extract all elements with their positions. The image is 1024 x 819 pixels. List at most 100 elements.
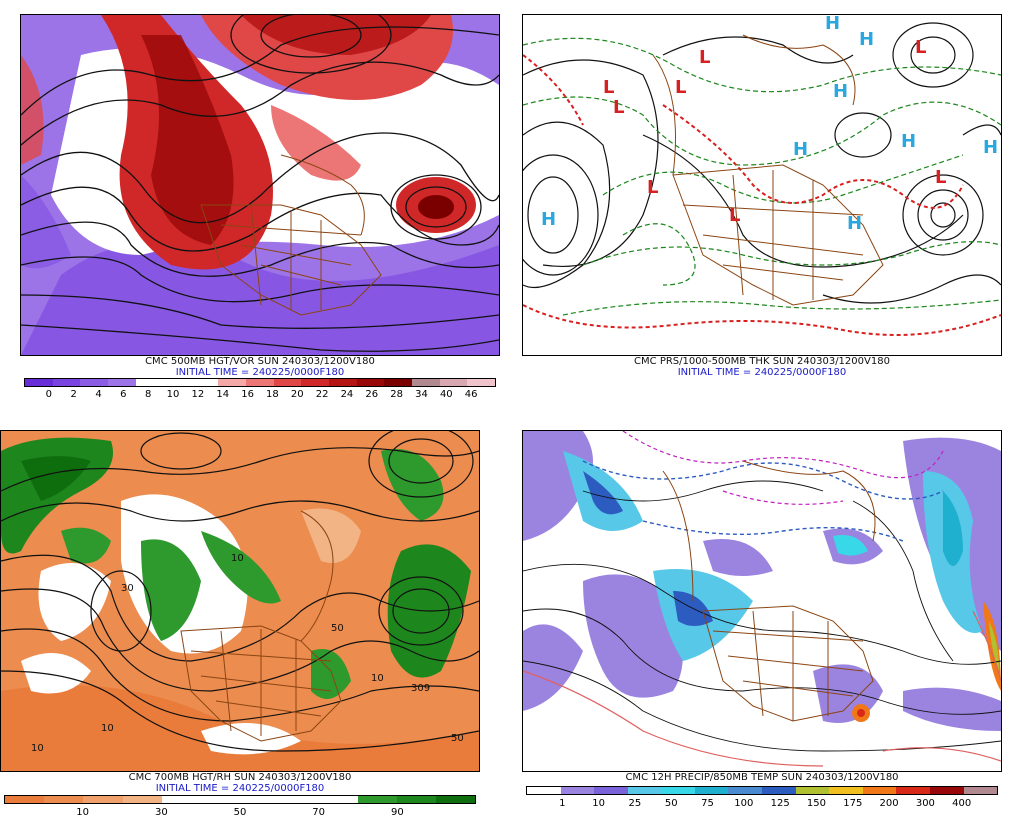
colorbar-tick-label: 22 <box>315 389 329 400</box>
contour-label: 10 <box>31 743 44 754</box>
svg-text:H: H <box>825 15 840 34</box>
contour-label: 10 <box>371 673 384 684</box>
colorbar-swatch <box>467 379 495 386</box>
colorbar-swatch <box>560 787 595 794</box>
panel-700mb-rh: 10 10 30 50 309 10 10 50 CMC 700MB HGT/R… <box>0 430 480 819</box>
colorbar-tick-label: 10 <box>166 389 180 400</box>
colorbar-swatch <box>357 796 397 803</box>
contour-label: 50 <box>451 733 464 744</box>
colorbar-tick-label: 14 <box>216 389 230 400</box>
contour-label: 10 <box>101 723 114 734</box>
contour-label: 309 <box>411 683 430 694</box>
colorbar-swatch <box>301 379 330 386</box>
colorbar-swatch <box>279 796 319 803</box>
colorbar-tick-label: 30 <box>154 807 168 818</box>
svg-text:L: L <box>675 77 686 98</box>
pressure-map-graphic: L L L L L L L L H H H H H H H H <box>523 15 1001 355</box>
colorbar-tick-label: 8 <box>145 389 152 400</box>
svg-text:H: H <box>847 213 862 234</box>
colorbar-swatch <box>135 379 164 386</box>
colorbar-tick-label: 150 <box>806 798 826 809</box>
rh-map-graphic: 10 10 30 50 309 10 10 50 <box>1 431 479 771</box>
colorbar-tick-label: 200 <box>879 798 899 809</box>
map-500mb-vorticity <box>20 14 500 356</box>
colorbar-swatch <box>929 787 964 794</box>
colorbar-tick-label: 300 <box>915 798 935 809</box>
vorticity-map-graphic <box>21 15 499 355</box>
svg-text:L: L <box>613 97 624 118</box>
panel-precip-850mb-temp: CMC 12H PRECIP/850MB TEMP SUN 240303/120… <box>522 430 1002 816</box>
colorbar-swatch <box>246 379 274 386</box>
colorbar-swatch <box>963 787 998 794</box>
panel-500mb-vorticity: CMC 500MB HGT/VOR SUN 240303/1200V180 IN… <box>20 14 500 400</box>
colorbar-swatch <box>527 787 561 794</box>
colorbar-ticks-rh: 10 30 50 70 90 <box>4 807 476 819</box>
map-700mb-rh: 10 10 30 50 309 10 10 50 <box>0 430 480 772</box>
panel-pressure-thickness: L L L L L L L L H H H H H H H H CMC PRS/… <box>522 14 1002 400</box>
colorbar-tick-label: 28 <box>390 389 403 400</box>
colorbar-swatch <box>83 796 123 803</box>
colorbar-swatch <box>435 796 476 803</box>
colorbar-swatch <box>594 787 628 794</box>
colorbar-swatch <box>728 787 763 794</box>
colorbar-swatch <box>829 787 863 794</box>
colorbar-tick-label: 20 <box>290 389 304 400</box>
colorbar-swatch <box>411 379 440 386</box>
panel-title-line1: CMC 500MB HGT/VOR SUN 240303/1200V180 <box>145 356 375 367</box>
colorbar-tick-label: 12 <box>191 389 205 400</box>
colorbar-tick-label: 50 <box>664 798 678 809</box>
panel-title: CMC 700MB HGT/RH SUN 240303/1200V180 INI… <box>0 772 480 794</box>
colorbar-swatch <box>318 796 358 803</box>
svg-text:H: H <box>983 137 998 158</box>
panel-title-line1: CMC 12H PRECIP/850MB TEMP SUN 240303/120… <box>625 772 899 783</box>
colorbar-tick-label: 90 <box>390 807 404 818</box>
colorbar-tick-label: 6 <box>120 389 127 400</box>
panel-title-line2: INITIAL TIME = 240225/0000F180 <box>155 783 325 794</box>
colorbar-swatch <box>5 796 45 803</box>
colorbar-ticks-vorticity: 0 2 4 6 8 10 12 14 16 18 20 22 24 26 28 34 40 46 <box>24 389 496 401</box>
contour-label: 50 <box>331 623 344 634</box>
colorbar-swatch <box>762 787 796 794</box>
map-pressure-thickness: L L L L L L L L H H H H H H H H <box>522 14 1002 356</box>
colorbar-swatch <box>273 379 302 386</box>
svg-text:H: H <box>541 209 556 230</box>
colorbar-tick-label: 18 <box>266 389 279 400</box>
colorbar-swatch <box>795 787 830 794</box>
colorbar-precip <box>526 786 998 795</box>
colorbar-tick-label: 1 <box>559 798 566 809</box>
panel-title: CMC PRS/1000-500MB THK SUN 240303/1200V1… <box>522 356 1002 378</box>
svg-text:L: L <box>647 177 658 198</box>
colorbar-swatch <box>161 796 201 803</box>
colorbar-tick-label: 70 <box>312 807 326 818</box>
colorbar-tick-label: 24 <box>340 389 354 400</box>
svg-text:L: L <box>729 205 740 226</box>
colorbar-tick-label: 0 <box>45 389 53 400</box>
panel-title: CMC 500MB HGT/VOR SUN 240303/1200V180 IN… <box>20 356 500 378</box>
colorbar-rh <box>4 795 476 804</box>
colorbar-tick-label: 34 <box>415 389 428 400</box>
colorbar-tick-label: 10 <box>592 798 605 809</box>
svg-text:L: L <box>915 37 926 58</box>
colorbar-swatch <box>240 796 280 803</box>
panel-title-line2: INITIAL TIME = 240225/0000F180 <box>677 367 847 378</box>
colorbar-swatch <box>163 379 191 386</box>
colorbar-swatch <box>44 796 84 803</box>
colorbar-tick-label: 125 <box>770 798 790 809</box>
svg-text:L: L <box>699 47 710 68</box>
colorbar-swatch <box>190 379 219 386</box>
colorbar-tick-label: 175 <box>843 798 863 809</box>
contour-label: 10 <box>231 553 244 564</box>
colorbar-swatch <box>329 379 357 386</box>
colorbar-swatch <box>439 379 468 386</box>
colorbar-tick-label: 40 <box>439 389 453 400</box>
svg-text:H: H <box>793 139 808 160</box>
colorbar-tick-label: 400 <box>952 798 972 809</box>
colorbar-swatch <box>661 787 695 794</box>
colorbar-swatch <box>396 796 436 803</box>
colorbar-swatch <box>356 379 385 386</box>
colorbar-tick-label: 100 <box>734 798 754 809</box>
panel-title-line2: INITIAL TIME = 240225/0000F180 <box>175 367 345 378</box>
colorbar-swatch <box>200 796 241 803</box>
svg-text:L: L <box>935 167 946 188</box>
colorbar-swatch <box>896 787 930 794</box>
